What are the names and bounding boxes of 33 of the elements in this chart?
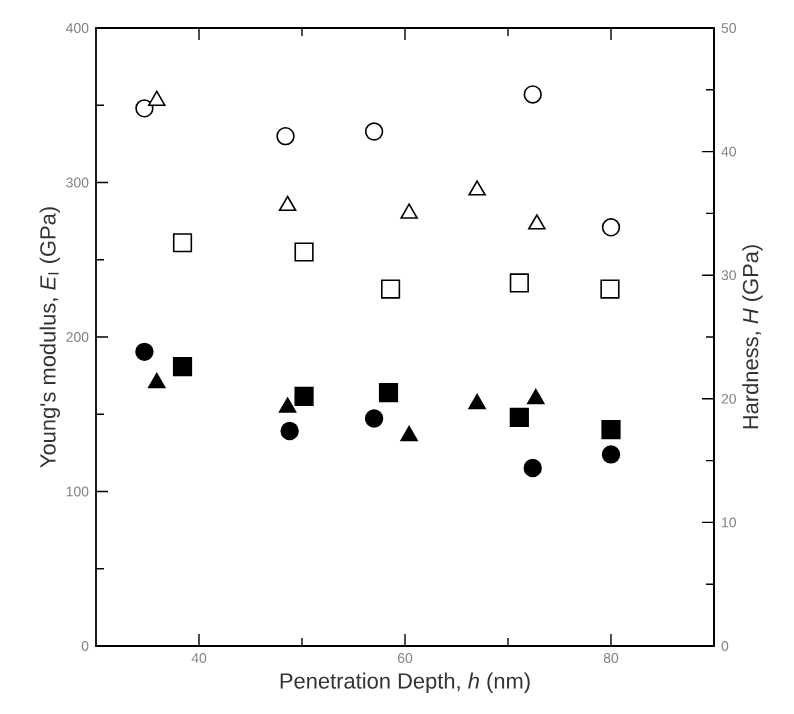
point [364, 122, 384, 141]
point [378, 383, 399, 403]
point [601, 445, 621, 464]
point [364, 409, 384, 428]
y2-axis-title: Hardness, H (GPa) [742, 245, 763, 429]
point [509, 273, 529, 293]
point [172, 233, 193, 253]
point [400, 425, 418, 442]
point [509, 407, 529, 427]
y-axis-title: Young's modulus, E$_{I}$ (GPa) [39, 207, 60, 468]
point [468, 393, 486, 410]
point [468, 180, 486, 196]
point [601, 218, 621, 237]
point [528, 214, 546, 230]
point [523, 85, 542, 104]
point [135, 99, 154, 118]
x-axis-title: Penetration Depth, h (nm) [280, 672, 530, 694]
point [400, 203, 418, 219]
point [276, 126, 295, 146]
point [135, 342, 154, 362]
point [600, 279, 620, 299]
point [523, 458, 542, 478]
point [527, 388, 545, 405]
point [148, 372, 166, 389]
point [280, 421, 299, 441]
point [380, 279, 401, 299]
point [294, 386, 314, 406]
point [294, 242, 314, 262]
point [148, 90, 166, 107]
point [172, 357, 193, 377]
point [601, 420, 621, 440]
point [278, 195, 297, 212]
point [278, 397, 297, 413]
